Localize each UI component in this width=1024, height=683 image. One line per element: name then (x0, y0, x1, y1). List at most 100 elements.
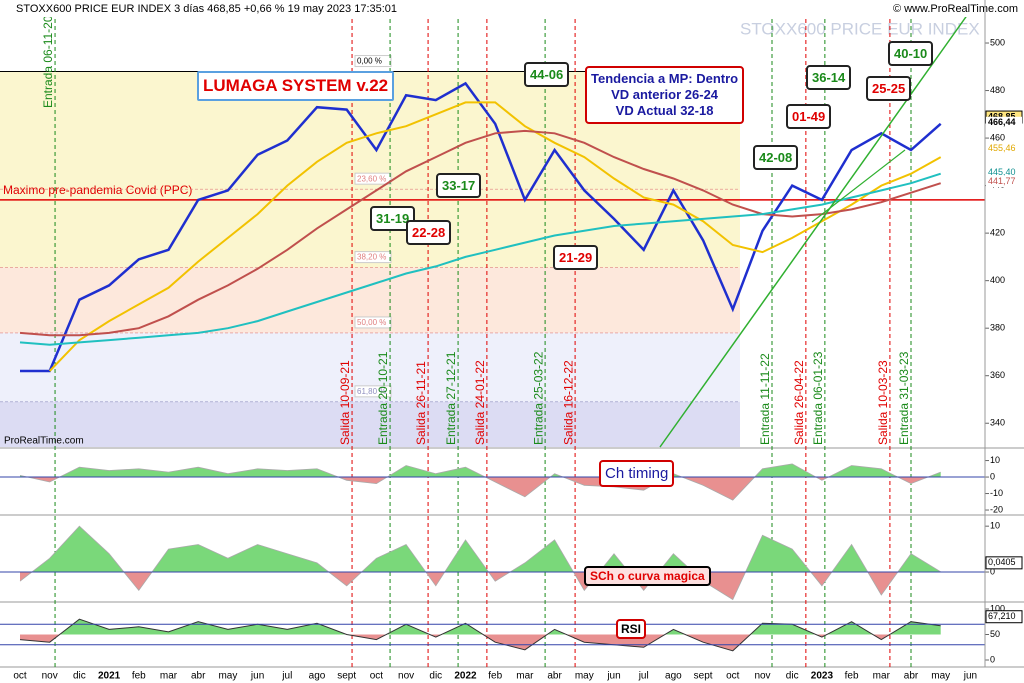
x-tick-label: sept (694, 671, 713, 682)
x-tick-label: jul (638, 671, 649, 682)
x-tick-label: feb (132, 671, 146, 682)
x-tick-label: sept (337, 671, 356, 682)
header-bar (0, 0, 1024, 17)
y-tick-label: -20 (990, 504, 1003, 514)
value-label: 67,210 (988, 611, 1016, 621)
x-tick-label: nov (398, 671, 414, 682)
score: 40-10 (888, 41, 934, 66)
y-tick-label: 380 (990, 323, 1005, 333)
score: 33-17 (436, 173, 482, 198)
x-tick-label: abr (191, 671, 206, 682)
x-tick-label: 2021 (98, 671, 121, 682)
panel-title: RSI (616, 619, 647, 639)
x-tick-label: dic (786, 671, 799, 682)
signal-label: Entrada 25-03-22 (531, 351, 545, 445)
signal-label: Entrada 27-12-21 (444, 351, 458, 445)
trend-line (659, 13, 969, 448)
series-line (20, 81, 942, 373)
area-up (20, 619, 941, 635)
y-tick-label: 100 (990, 603, 1005, 613)
y-tick-label: 10 (990, 455, 1000, 465)
x-tick-label: feb (845, 671, 859, 682)
indicator-line (19, 525, 941, 601)
signal-label: Salida 10-03-23 (876, 360, 890, 445)
signal-label: Entrada 20-10-21 (376, 351, 390, 445)
y-tick-label: 460 (990, 132, 1005, 142)
series-line (19, 172, 942, 346)
price-box (986, 142, 1022, 155)
copyright: © www.ProRealTime.com (893, 3, 1018, 15)
source: ProRealTime.com (4, 436, 84, 447)
signal-label: Entrada 31-03-23 (897, 351, 911, 445)
y-tick-label: 480 (990, 85, 1005, 95)
trend-line (811, 149, 906, 223)
y-tick-label: 400 (990, 275, 1005, 285)
score: 01-49 (786, 104, 832, 129)
score: 25-25 (866, 76, 912, 101)
signal-label: Salida 24-01-22 (473, 360, 487, 445)
x-tick-label: dic (73, 671, 86, 682)
level-label: 0,00 % (357, 57, 382, 66)
signal-label: Entrada 06-11-20 (41, 15, 55, 108)
x-tick-label: mar (160, 671, 178, 682)
level-label: 50,00 % (357, 318, 386, 327)
trend-line-text: VD Actual 32-18 (615, 103, 714, 118)
watermark: STOXX600 PRICE EUR INDEX (740, 19, 980, 38)
x-tick-label: may (575, 671, 594, 682)
score: 36-14 (806, 65, 852, 90)
price-label: 441,77 (988, 176, 1016, 186)
x-tick-label: may (218, 671, 237, 682)
signal-label: Salida 16-12-22 (561, 360, 575, 445)
score: 22-28 (406, 220, 452, 245)
trend-line-text: VD anterior 26-24 (611, 87, 719, 102)
x-tick-label: may (931, 671, 950, 682)
score: 42-08 (753, 145, 799, 170)
x-tick-label: mar (873, 671, 891, 682)
value-box (985, 610, 1023, 624)
series-line (48, 101, 942, 372)
x-tick-label: oct (370, 671, 384, 682)
y-tick-label: 0 (990, 566, 995, 576)
area-down (20, 634, 941, 651)
value-label: 0,0405 (988, 557, 1016, 567)
x-tick-label: jul (281, 671, 292, 682)
score: 21-29 (553, 245, 599, 270)
x-tick-label: oct (726, 671, 740, 682)
x-tick-label: abr (547, 671, 562, 682)
series-line (19, 129, 942, 337)
level-box (354, 172, 392, 185)
x-tick-label: 2022 (454, 671, 477, 682)
x-tick-label: jun (606, 671, 620, 682)
level-box (354, 251, 392, 264)
x-tick-label: nov (754, 671, 770, 682)
signal-label: Salida 10-09-21 (338, 360, 352, 445)
price-label: 445,40 (988, 167, 1016, 177)
trend-box: Tendencia a MP: Dentro VD anterior 26-24… (585, 66, 745, 124)
y-tick-label: 340 (990, 418, 1005, 428)
signal-label: Salida 26-04-22 (792, 360, 806, 445)
x-tick-label: jun (250, 671, 264, 682)
level-box (354, 385, 392, 398)
level-label: 61,80 % (357, 387, 386, 396)
indicator-line (19, 463, 941, 501)
price-label: 468,85 (988, 111, 1016, 121)
y-tick-label: -10 (990, 488, 1003, 498)
area-up (31, 526, 941, 573)
trend-line-text: Tendencia a MP: Dentro (591, 71, 739, 86)
value-box (985, 556, 1023, 570)
signal-label: Salida 26-11-21 (414, 361, 428, 445)
score: 44-06 (524, 62, 570, 87)
level-label: Maximo pre-pandemia Covid (PPC) (3, 183, 192, 197)
y-tick-label: 10 (990, 521, 1000, 531)
panel-title: SCh o curva magica (584, 566, 711, 586)
area-up (20, 463, 941, 478)
x-tick-label: abr (904, 671, 919, 682)
level-box (354, 55, 392, 68)
y-tick-label: 50 (990, 629, 1000, 639)
level-box (354, 316, 392, 329)
area-down (27, 477, 928, 501)
x-tick-label: feb (488, 671, 502, 682)
x-tick-label: jun (963, 671, 977, 682)
